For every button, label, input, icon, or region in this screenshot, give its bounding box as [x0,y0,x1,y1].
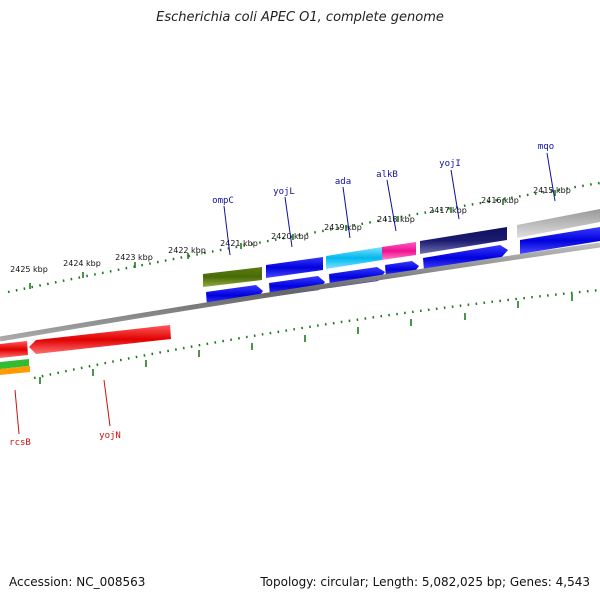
map-title: Escherichia coli APEC O1, complete genom… [156,10,444,25]
tick-label: 2418 kbp [377,215,415,224]
gene-label-ompC: ompC [212,196,234,206]
gene-arrow-forward [520,227,600,254]
tick-label: 2422 kbp [168,246,206,255]
gene-arrow-reverse [0,366,30,375]
forward-major-ticks [29,190,556,289]
tick-label: 2425 kbp [10,265,48,274]
feature-bar-gray [517,209,600,238]
tick-label: 2419 kbp [324,223,362,232]
gene-label-mqo: mqo [538,142,554,152]
gene-arrow-forward [423,245,508,271]
forward-label-leaders [223,152,556,256]
tick-label: 2420 kbp [271,232,309,241]
gene-arrow-reverse [0,359,29,369]
tick-label: 2415 kbp [533,186,571,195]
gene-label-yojN: yojN [99,431,121,441]
feature-bar-pink [382,242,416,260]
feature-bar-cyan [326,247,382,269]
tick-label: 2417 kbp [429,206,467,215]
tick-label: 2424 kbp [63,259,101,268]
genome-backbone [0,242,600,342]
tick-label: 2416 kbp [481,196,519,205]
accession-text: Accession: NC_008563 [9,575,146,589]
feature-bar-olive [203,267,262,287]
gene-arrow-reverse [29,325,171,354]
reverse-label-leaders [14,379,111,435]
gene-label-yojL: yojL [273,187,295,197]
gene-label-yojI: yojI [439,159,461,169]
topology-summary-text: Topology: circular; Length: 5,082,025 bp… [260,575,590,589]
reverse-major-ticks [39,294,573,384]
gene-label-alkB: alkB [376,170,398,180]
gene-arrow-reverse [0,341,28,358]
gene-label-ada: ada [335,177,351,187]
feature-bar-navy [420,227,507,254]
feature-bar-blue [266,257,323,278]
gene-label-rcsB: rcsB [9,438,31,448]
tick-label: 2423 kbp [115,253,153,262]
tick-label: 2421 kbp [220,239,258,248]
